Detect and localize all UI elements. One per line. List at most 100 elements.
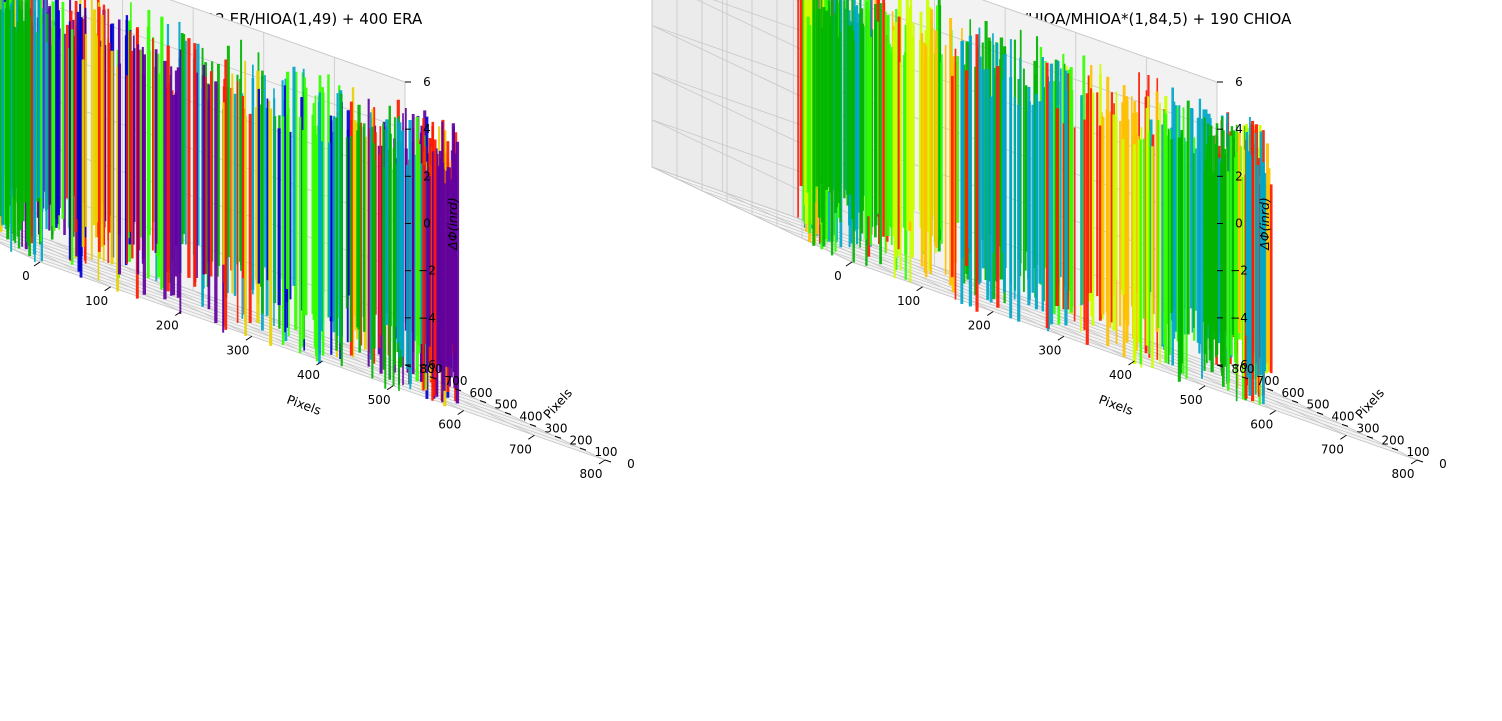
y-tick-label: 100 [595, 445, 618, 459]
y-tick-label: 200 [1382, 433, 1405, 447]
z-tick-label: −4 [418, 311, 436, 325]
y-tick-mark [479, 400, 487, 404]
z-tick-label: 2 [1235, 169, 1243, 183]
z-tick-label: −6 [1230, 358, 1248, 372]
x-tick-label: 700 [509, 442, 532, 456]
y-tick-label: 0 [1439, 457, 1447, 471]
x-tick-mark [1198, 385, 1206, 391]
x-tick-label: 100 [897, 294, 920, 308]
y-tick-mark [1416, 459, 1424, 463]
x-tick-mark [916, 286, 923, 292]
y-tick-label: 800 [420, 362, 443, 376]
z-tick-label: −2 [418, 264, 436, 278]
y-tick-mark [1316, 412, 1324, 415]
gridline [0, 231, 481, 402]
x-tick-label: 600 [438, 418, 461, 432]
gridline [0, 228, 456, 390]
surface [0, 0, 460, 407]
x-tick-mark [316, 360, 323, 366]
x-tick-mark [245, 335, 253, 341]
x-tick-mark [457, 410, 465, 415]
axis-ticks: 0100200300400500600700800010020030040050… [22, 75, 635, 481]
z-tick-label: 4 [423, 122, 431, 136]
y-tick-mark [1341, 423, 1349, 427]
x-tick-label: 800 [580, 467, 603, 481]
x-tick-label: 300 [1038, 343, 1061, 357]
z-tick-label: 0 [1235, 217, 1243, 231]
x-tick-label: 400 [297, 368, 320, 382]
gridline [0, 233, 111, 288]
x-tick-mark [598, 459, 606, 465]
y-tick-label: 500 [495, 398, 518, 412]
x-axis-label: Pixels [285, 392, 323, 418]
x-tick-mark [1410, 459, 1418, 465]
gridline [0, 241, 556, 437]
surface-plot-left: 12 ER/HIOA(1,49) + 400 ERA 0100200300400… [0, 0, 635, 481]
y-tick-label: 200 [570, 433, 593, 447]
x-tick-mark [104, 286, 111, 292]
x-tick-mark [1128, 360, 1135, 366]
x-tick-label: 200 [968, 319, 991, 333]
y-tick-label: 600 [470, 386, 493, 400]
z-axis-label: ΔΦ(inrd) [1257, 197, 1272, 251]
z-tick-label: −6 [418, 358, 436, 372]
z-tick-label: −4 [1230, 311, 1248, 325]
x-tick-mark [845, 261, 853, 267]
x-tick-label: 500 [1180, 393, 1203, 407]
x-tick-label: 200 [156, 319, 179, 333]
y-tick-mark [454, 388, 462, 392]
x-tick-label: 600 [1250, 418, 1273, 432]
y-tick-mark [1241, 376, 1249, 380]
x-tick-label: 300 [226, 343, 249, 357]
x-tick-mark [1340, 434, 1347, 440]
gridline [169, 0, 406, 83]
x-tick-mark [986, 311, 994, 316]
z-tick-label: 4 [1235, 122, 1243, 136]
surface [797, 0, 1273, 405]
z-tick-label: 2 [423, 169, 431, 183]
gridline [0, 0, 406, 130]
gridline [795, 0, 1218, 130]
y-tick-label: 0 [627, 457, 635, 471]
y-tick-mark [1266, 388, 1274, 392]
gridline [0, 224, 182, 312]
y-tick-mark [429, 376, 437, 380]
y-tick-label: 700 [445, 374, 468, 388]
y-tick-label: 600 [1282, 386, 1305, 400]
x-tick-label: 0 [834, 269, 842, 283]
x-tick-mark [174, 311, 182, 316]
y-tick-mark [1391, 447, 1399, 451]
y-tick-label: 800 [1232, 362, 1255, 376]
y-tick-mark [579, 447, 587, 451]
x-axis-label: Pixels [1097, 392, 1135, 418]
z-tick-label: −2 [1230, 264, 1248, 278]
z-tick-label: 6 [423, 75, 431, 89]
y-tick-label: 700 [1257, 374, 1280, 388]
y-tick-mark [1366, 435, 1374, 439]
axis-ticks: 0100200300400500600700800010020030040050… [834, 75, 1447, 481]
y-tick-label: 500 [1307, 398, 1330, 412]
y-tick-label: 100 [1407, 445, 1430, 459]
y-tick-label: 300 [545, 421, 568, 435]
x-tick-mark [528, 434, 535, 440]
z-tick-label: 6 [1235, 75, 1243, 89]
x-tick-label: 700 [1321, 442, 1344, 456]
x-tick-mark [1057, 335, 1065, 341]
y-tick-mark [554, 435, 562, 439]
x-tick-label: 100 [85, 294, 108, 308]
surface-plot-right: 9 CHIOA/HIOA/MHIOA*(1,84,5) + 190 CHIOA … [651, 0, 1447, 481]
x-tick-label: 500 [368, 393, 391, 407]
y-tick-mark [529, 423, 537, 427]
x-tick-label: 800 [1392, 467, 1415, 481]
y-tick-mark [1291, 400, 1299, 404]
y-tick-mark [604, 459, 612, 463]
y-tick-label: 400 [520, 410, 543, 424]
x-tick-mark [386, 385, 394, 391]
chart-title: 12 ER/HIOA(1,49) + 400 ERA [206, 10, 423, 28]
x-tick-label: 400 [1109, 368, 1132, 382]
y-tick-label: 400 [1332, 410, 1355, 424]
x-tick-mark [33, 261, 41, 267]
x-tick-label: 0 [22, 269, 30, 283]
y-tick-mark [504, 412, 512, 415]
